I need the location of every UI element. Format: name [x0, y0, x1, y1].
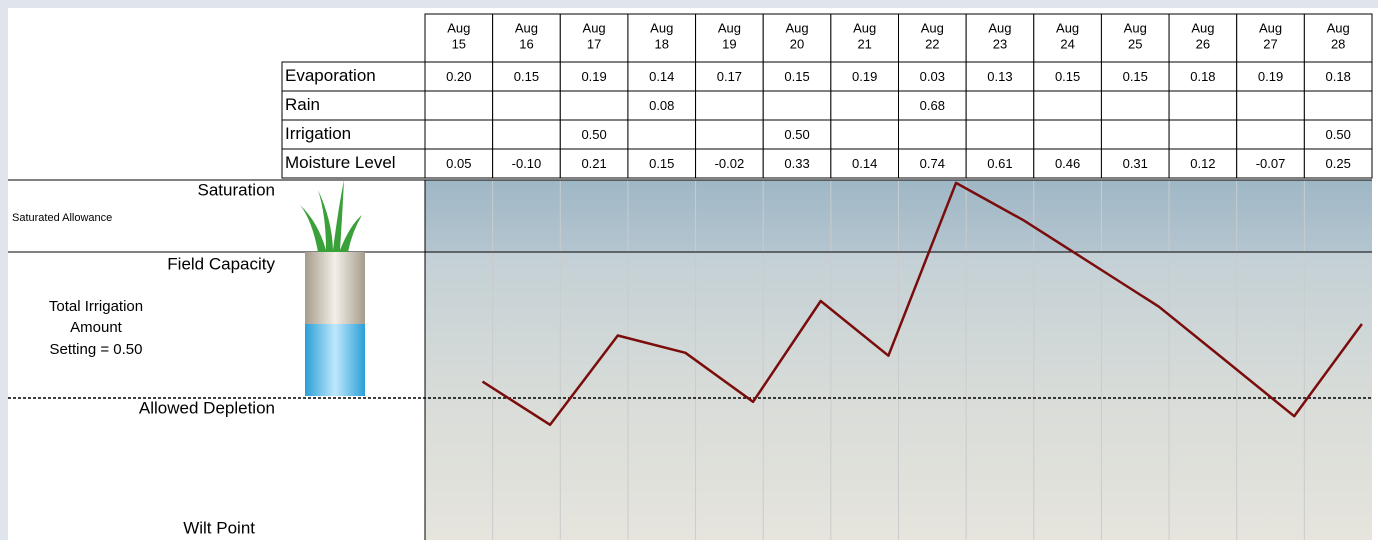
- header-month: Aug: [853, 20, 876, 35]
- header-month: Aug: [1259, 20, 1282, 35]
- table-cell: [1169, 120, 1237, 149]
- table-cell: [1237, 120, 1305, 149]
- table-value: 0.17: [717, 69, 742, 84]
- row-label: Rain: [285, 95, 320, 114]
- header-month: Aug: [583, 20, 606, 35]
- table-value: 0.19: [1258, 69, 1283, 84]
- table-cell: [493, 120, 561, 149]
- header-day: 20: [790, 36, 804, 51]
- header-day: 15: [452, 36, 466, 51]
- header-month: Aug: [1056, 20, 1079, 35]
- header-day: 26: [1196, 36, 1210, 51]
- header-day: 24: [1060, 36, 1074, 51]
- level-label: Wilt Point: [183, 518, 255, 537]
- table-cell: [831, 91, 899, 120]
- row-label: Moisture Level: [285, 153, 396, 172]
- table-value: 0.15: [1123, 69, 1148, 84]
- table-value: 0.15: [784, 69, 809, 84]
- level-label: Field Capacity: [167, 254, 275, 273]
- table-value: 0.15: [514, 69, 539, 84]
- row-label: Evaporation: [285, 66, 376, 85]
- header-day: 27: [1263, 36, 1277, 51]
- table-value: 0.50: [581, 127, 606, 142]
- irrigation-scheduler: Saturation Saturated Allowance Field Cap…: [0, 0, 1378, 540]
- header-month: Aug: [785, 20, 808, 35]
- table-cell: [696, 91, 764, 120]
- level-label: Saturation: [198, 180, 276, 199]
- header-day: 17: [587, 36, 601, 51]
- table-value: -0.02: [715, 156, 745, 171]
- header-month: Aug: [447, 20, 470, 35]
- table-cell: [966, 91, 1034, 120]
- table-value: 0.15: [649, 156, 674, 171]
- table-cell: [899, 120, 967, 149]
- table-value: -0.07: [1256, 156, 1286, 171]
- header-day: 18: [655, 36, 669, 51]
- table-cell: [831, 120, 899, 149]
- header-day: 22: [925, 36, 939, 51]
- table-value: 0.50: [784, 127, 809, 142]
- header-day: 19: [722, 36, 736, 51]
- table-value: 0.14: [852, 156, 877, 171]
- table-value: -0.10: [512, 156, 542, 171]
- table-cell: [1304, 91, 1372, 120]
- table-cell: [560, 91, 628, 120]
- header-month: Aug: [1124, 20, 1147, 35]
- table-value: 0.20: [446, 69, 471, 84]
- header-month: Aug: [718, 20, 741, 35]
- setting-line: Setting = 0.50: [50, 341, 143, 358]
- header-month: Aug: [515, 20, 538, 35]
- table-value: 0.61: [987, 156, 1012, 171]
- level-note: Saturated Allowance: [12, 212, 112, 224]
- header-day: 16: [519, 36, 533, 51]
- header-month: Aug: [1191, 20, 1214, 35]
- table-value: 0.25: [1326, 156, 1351, 171]
- level-label: Allowed Depletion: [139, 398, 275, 417]
- table-cell: [763, 91, 831, 120]
- table-value: 0.18: [1326, 69, 1351, 84]
- setting-line: Amount: [70, 319, 123, 336]
- header-day: 23: [993, 36, 1007, 51]
- table-cell: [966, 120, 1034, 149]
- table-cell: [1034, 120, 1102, 149]
- table-value: 0.08: [649, 98, 674, 113]
- table-value: 0.15: [1055, 69, 1080, 84]
- table-cell: [1101, 91, 1169, 120]
- table-cell: [493, 91, 561, 120]
- table-value: 0.12: [1190, 156, 1215, 171]
- table-value: 0.19: [581, 69, 606, 84]
- table-value: 0.68: [920, 98, 945, 113]
- table-value: 0.74: [920, 156, 945, 171]
- table-cell: [425, 120, 493, 149]
- table-cell: [1237, 91, 1305, 120]
- table-cell: [628, 120, 696, 149]
- header-month: Aug: [921, 20, 944, 35]
- table-cell: [696, 120, 764, 149]
- table-value: 0.21: [581, 156, 606, 171]
- header-month: Aug: [988, 20, 1011, 35]
- table-cell: [1169, 91, 1237, 120]
- row-label: Irrigation: [285, 124, 351, 143]
- table-value: 0.18: [1190, 69, 1215, 84]
- header-day: 21: [857, 36, 871, 51]
- table-value: 0.19: [852, 69, 877, 84]
- table-value: 0.05: [446, 156, 471, 171]
- table-cell: [1101, 120, 1169, 149]
- table-value: 0.14: [649, 69, 674, 84]
- table-value: 0.46: [1055, 156, 1080, 171]
- setting-line: Total Irrigation: [49, 298, 143, 315]
- table-value: 0.50: [1326, 127, 1351, 142]
- table-value: 0.33: [784, 156, 809, 171]
- header-month: Aug: [1327, 20, 1350, 35]
- table-cell: [425, 91, 493, 120]
- table-value: 0.31: [1123, 156, 1148, 171]
- header-month: Aug: [650, 20, 673, 35]
- table-value: 0.13: [987, 69, 1012, 84]
- table-value: 0.03: [920, 69, 945, 84]
- table-cell: [1034, 91, 1102, 120]
- header-day: 28: [1331, 36, 1345, 51]
- header-day: 25: [1128, 36, 1142, 51]
